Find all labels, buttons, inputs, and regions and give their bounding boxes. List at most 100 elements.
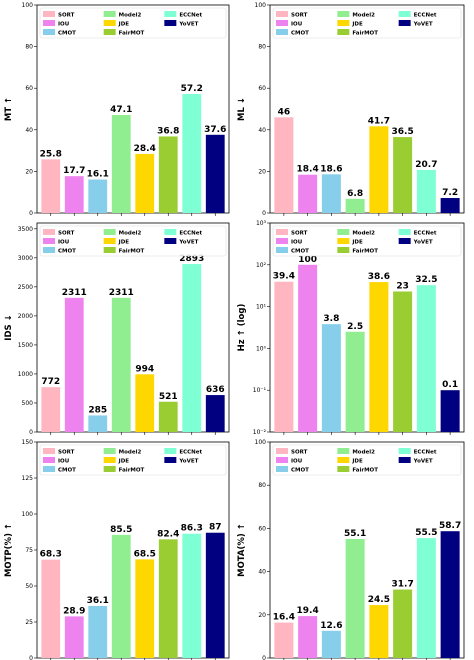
y-tick-label: 75 (25, 547, 33, 554)
value-label: 31.7 (392, 580, 414, 590)
chart-panel-6: 0 20 40 60 80 100 MOTA(%) ↑ 16.419.412.6 55.1 24.… (237, 439, 465, 660)
y-axis-label: MT ↑ (4, 97, 14, 121)
y-tick-label: 10¹ (256, 304, 267, 311)
legend-entry: ECCNet (179, 13, 202, 19)
legend-entry: YoVET (413, 240, 433, 246)
value-label: 36.5 (392, 127, 414, 137)
legend-entry: SORT (58, 231, 75, 237)
legend-swatch (164, 11, 177, 17)
value-label: 2311 (62, 288, 87, 298)
y-tick-label: 80 (25, 44, 33, 51)
legend-entry: SORT (291, 13, 308, 19)
value-label: 0.1 (442, 380, 458, 390)
legend-swatch (398, 229, 411, 235)
value-label: 7.2 (442, 188, 458, 198)
legend-entry: Model2 (119, 231, 142, 237)
legend-entry: JDE (351, 240, 363, 246)
legend-swatch (103, 29, 116, 35)
value-label: 2.5 (347, 322, 363, 332)
y-tick-label: 80 (258, 482, 266, 489)
legend-swatch (164, 238, 177, 244)
bar-yovet (205, 532, 225, 658)
legend-entry: CMOT (58, 468, 76, 474)
legend-entry: FairMOT (352, 31, 378, 37)
y-tick-label: 100 (255, 439, 267, 446)
legend-swatch (337, 20, 350, 26)
legend-entry: Model2 (352, 450, 375, 456)
y-axis-label: MOTA(%) ↑ (237, 523, 247, 577)
value-label: 18.6 (320, 164, 342, 174)
legend-entry: FairMOT (352, 249, 378, 255)
value-label: 68.3 (40, 550, 62, 560)
legend-swatch (43, 29, 55, 35)
value-label: 994 (135, 364, 154, 374)
legend-swatch (164, 457, 177, 463)
legend-swatch (43, 448, 55, 454)
bar-sort (41, 559, 61, 658)
value-label: 2311 (109, 288, 134, 298)
legend-swatch (164, 448, 177, 454)
legend-swatch (43, 20, 55, 26)
legend-box (39, 7, 227, 39)
value-label: 17.7 (63, 166, 85, 176)
bar-iou (64, 297, 84, 432)
legend-swatch (337, 29, 350, 35)
legend-swatch (398, 11, 411, 17)
y-tick-label: 100 (22, 2, 34, 9)
bar-cmot (321, 630, 341, 658)
bar-eccnet (182, 533, 202, 658)
bar-eccnet (416, 538, 436, 658)
value-label: 58.7 (439, 521, 461, 531)
legend-entry: FairMOT (119, 249, 145, 255)
bar-yovet (205, 395, 225, 432)
legend-swatch (337, 457, 350, 463)
legend-swatch (398, 448, 411, 454)
bar-model2 (111, 297, 131, 432)
y-tick-label: 60 (258, 85, 266, 92)
bar-yovet (440, 390, 460, 432)
legend-entry: SORT (58, 450, 75, 456)
legend-swatch (276, 448, 288, 454)
legend-swatch (337, 229, 350, 235)
legend-swatch (103, 457, 116, 463)
legend-swatch (398, 457, 411, 463)
y-axis-label: ML ↓ (237, 97, 247, 121)
value-label: 2893 (179, 254, 204, 264)
legend: SORT IOU CMOT Model2 JDE FairMOT ECCNet YoVET (272, 225, 462, 257)
bar-jde (369, 282, 389, 432)
value-label: 28.4 (134, 144, 156, 154)
y-tick-label: 100 (22, 511, 34, 518)
legend: SORT IOU CMOT Model2 JDE FairMOT ECCNet YoVET (272, 7, 462, 39)
y-tick-label: 25 (25, 619, 33, 626)
value-label: 16.1 (87, 170, 109, 180)
legend-swatch (43, 238, 55, 244)
legend-swatch (398, 20, 411, 26)
y-tick-label: 20 (258, 612, 266, 619)
value-label: 55.1 (344, 529, 366, 539)
bar-cmot (88, 606, 108, 658)
legend-swatch (276, 466, 288, 472)
legend-entry: ECCNet (414, 231, 437, 237)
legend-swatch (43, 229, 55, 235)
legend: SORT IOU CMOT Model2 JDE FairMOT ECCNet YoVET (39, 444, 227, 476)
bar-jde (135, 559, 155, 658)
bar-yovet (440, 531, 460, 658)
legend-entry: FairMOT (119, 31, 145, 37)
legend-entry: CMOT (291, 31, 309, 37)
y-tick-label: 0 (262, 210, 266, 217)
bar-iou (298, 616, 318, 658)
legend-entry: FairMOT (119, 468, 145, 474)
bar-sort (274, 117, 294, 213)
legend-entry: YoVET (413, 459, 433, 465)
value-label: 521 (159, 392, 178, 402)
legend-entry: IOU (291, 459, 302, 465)
legend-entry: IOU (58, 22, 69, 28)
value-label: 3.8 (323, 314, 339, 324)
bar-sort (41, 387, 61, 432)
legend-entry: IOU (291, 240, 302, 246)
value-label: 28.9 (63, 606, 85, 616)
bar-sort (41, 159, 61, 213)
y-tick-label: 0 (29, 655, 33, 660)
bar-model2 (345, 198, 365, 213)
